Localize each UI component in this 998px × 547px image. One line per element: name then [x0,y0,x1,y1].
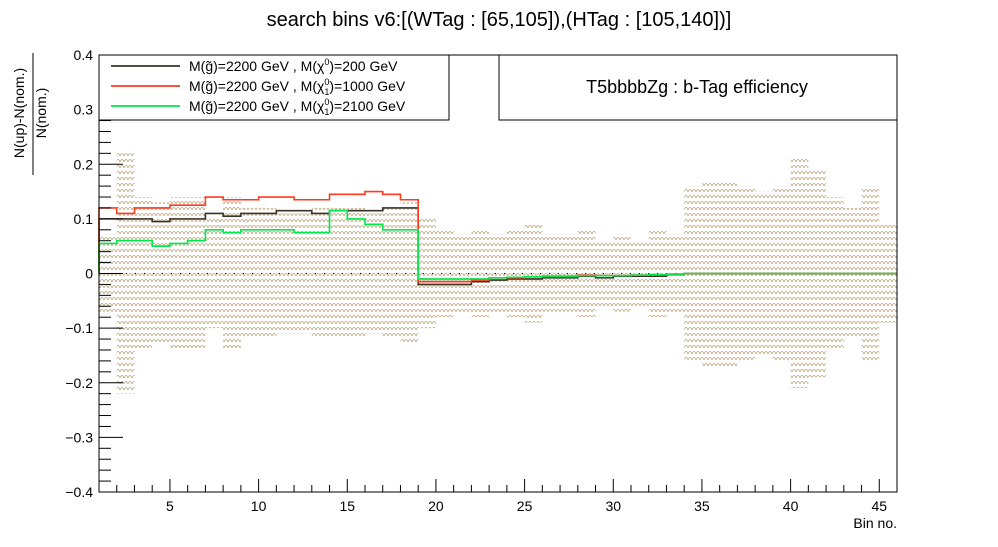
x-tick-label: 45 [871,498,887,514]
band-bin [258,207,277,340]
legend-entry-2: M(g̃)=2200 GeV , M(χ0 1)=1000 GeV [111,77,406,97]
band-bin [542,235,561,312]
legend-label: M(g̃)=2200 GeV , M(χ0 1)=2100 GeV [189,97,406,117]
y-tick-label: 0.1 [74,211,94,227]
band-bin [134,197,153,350]
band-bin [152,202,170,345]
band-bin [365,213,383,334]
band-bin [382,207,401,340]
y-axis-label-numerator: N(up)-N(nom.) [11,68,27,158]
x-tick-label: 20 [428,498,444,514]
band-bin [329,207,348,340]
annotation-frame [498,54,898,121]
x-tick-label: 15 [339,498,355,514]
legend-label: M(g̃)=2200 GeV , M(χ0 1)=1000 GeV [189,77,406,97]
x-tick-label: 25 [517,498,533,514]
legend-entry-1: M(g̃)=2200 GeV , M(χ0)=200 GeV [111,57,398,74]
band-bin [524,224,543,323]
x-tick-label: 10 [251,498,267,514]
band-bin [223,197,241,350]
band-bin [613,235,631,312]
y-axis-label-denominator: N(nom.) [33,88,49,139]
band-bin [453,235,472,312]
band-bin [506,229,525,318]
legend-label: M(g̃)=2200 GeV , M(χ0)=200 GeV [189,57,398,74]
x-tick-label: 35 [694,498,710,514]
x-tick-label: 5 [166,498,174,514]
x-axis-label: Bin no. [853,515,897,531]
x-axis: 5 10 15 20 25 30 35 40 45 [98,479,898,514]
y-axis-label: N(up)-N(nom.) N(nom.) [11,53,49,175]
band-bin [418,218,436,329]
series-lines [98,190,897,286]
band-bin [471,229,490,318]
band-bin [560,235,578,312]
band-bin [205,218,224,329]
x-tick-label: 30 [605,498,621,514]
annotation-text: T5bbbbZg : b-Tag efficiency [586,77,808,97]
band-bin [347,207,365,340]
band-bin [169,197,188,350]
band-bin [400,202,419,345]
band-bin [276,213,295,334]
band-bin [240,207,259,340]
y-axis: −0.4 −0.3 −0.2 −0.1 0 0.1 0.2 0.3 0.4 [65,47,123,500]
x-tick-label: 40 [783,498,799,514]
y-tick-label: −0.4 [65,484,93,500]
band-bin [577,229,596,318]
legend: M(g̃)=2200 GeV , M(χ0)=200 GeV M(g̃)=2200… [98,54,450,121]
band-bin [187,197,206,350]
y-tick-label: −0.1 [65,320,93,336]
band-bin [311,207,330,340]
y-tick-label: −0.2 [65,375,93,391]
band-bin [435,229,454,318]
annotation-box: T5bbbbZg : b-Tag efficiency [498,54,898,121]
y-tick-label: 0.2 [74,156,94,172]
y-tick-label: 0 [85,266,93,282]
y-tick-label: −0.3 [65,429,93,445]
series-line-3 [98,209,897,280]
chart-title: search bins v6:[(WTag : [65,105]),(HTag … [267,9,732,31]
band-bin [294,213,312,334]
y-tick-label: 0.3 [74,102,94,118]
y-tick-label: 0.4 [74,47,94,63]
band-bin [595,240,614,307]
band-bin [489,235,507,312]
legend-entry-3: M(g̃)=2200 GeV , M(χ0 1)=2100 GeV [111,97,406,117]
